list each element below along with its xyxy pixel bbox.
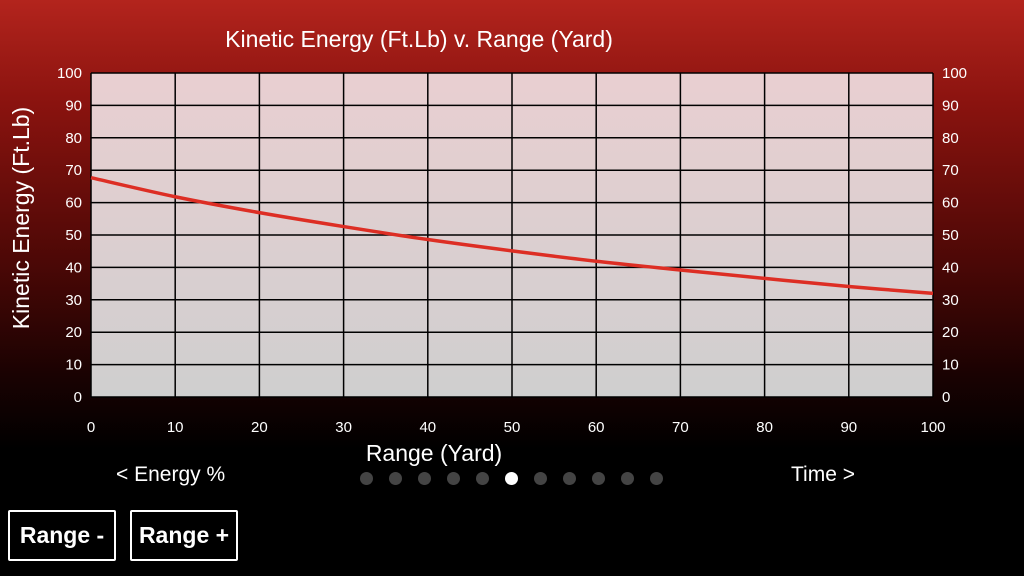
range-minus-button[interactable]: Range -: [8, 510, 116, 561]
y-tick-label-left: 100: [57, 65, 82, 82]
y-tick-label-left: 60: [65, 195, 82, 212]
y-tick-label-right: 0: [942, 389, 950, 406]
x-tick-label: 50: [504, 419, 521, 436]
page-dot[interactable]: [592, 472, 605, 485]
y-tick-label-right: 40: [942, 259, 959, 276]
y-tick-label-left: 40: [65, 259, 82, 276]
x-tick-label: 70: [672, 419, 689, 436]
x-tick-label: 60: [588, 419, 605, 436]
x-tick-label: 100: [920, 419, 945, 436]
page-dot[interactable]: [621, 472, 634, 485]
page-dot[interactable]: [650, 472, 663, 485]
page-dot[interactable]: [534, 472, 547, 485]
page-indicator[interactable]: [360, 472, 663, 485]
y-tick-label-left: 30: [65, 292, 82, 309]
x-tick-label: 10: [167, 419, 184, 436]
y-tick-label-right: 10: [942, 357, 959, 374]
chart-title: Kinetic Energy (Ft.Lb) v. Range (Yard): [225, 26, 613, 52]
y-tick-label-right: 50: [942, 227, 959, 244]
y-tick-label-left: 50: [65, 227, 82, 244]
y-tick-label-left: 10: [65, 357, 82, 374]
y-tick-label-left: 20: [65, 324, 82, 341]
page-dot[interactable]: [447, 472, 460, 485]
x-tick-label: 40: [419, 419, 436, 436]
x-tick-label: 20: [251, 419, 268, 436]
page-dot-active[interactable]: [505, 472, 518, 485]
page-dot[interactable]: [418, 472, 431, 485]
y-tick-label-right: 70: [942, 162, 959, 179]
y-tick-label-right: 100: [942, 65, 967, 82]
x-axis-label: Range (Yard): [366, 440, 502, 466]
x-tick-label: 80: [756, 419, 773, 436]
x-tick-label: 0: [87, 419, 95, 436]
prev-page-link[interactable]: < Energy %: [116, 463, 226, 486]
page-dot[interactable]: [563, 472, 576, 485]
y-tick-label-right: 30: [942, 292, 959, 309]
grid: [90, 72, 934, 398]
y-axis-label: Kinetic Energy (Ft.Lb): [8, 107, 34, 329]
kinetic-energy-line: [90, 175, 934, 296]
y-tick-label-right: 80: [942, 130, 959, 147]
x-tick-label: 90: [840, 419, 857, 436]
y-tick-label-left: 70: [65, 162, 82, 179]
y-tick-label-left: 90: [65, 97, 82, 114]
y-tick-label-right: 60: [942, 195, 959, 212]
y-tick-label-left: 0: [74, 389, 82, 406]
range-plus-button[interactable]: Range +: [130, 510, 238, 561]
y-tick-label-right: 90: [942, 97, 959, 114]
y-tick-label-left: 80: [65, 130, 82, 147]
page-dot[interactable]: [360, 472, 373, 485]
next-page-link[interactable]: Time >: [791, 463, 855, 486]
page-dot[interactable]: [476, 472, 489, 485]
y-tick-label-right: 20: [942, 324, 959, 341]
page-dot[interactable]: [389, 472, 402, 485]
x-tick-label: 30: [335, 419, 352, 436]
